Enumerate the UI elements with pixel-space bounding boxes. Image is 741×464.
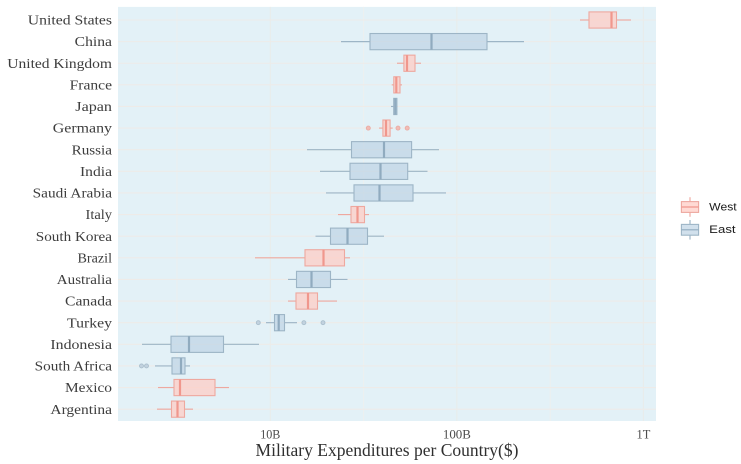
svg-text:Argentina: Argentina xyxy=(50,403,112,418)
svg-text:East: East xyxy=(709,224,735,236)
svg-text:India: India xyxy=(80,165,113,180)
svg-text:Australia: Australia xyxy=(57,273,113,288)
svg-text:Russia: Russia xyxy=(72,143,113,158)
svg-text:10B: 10B xyxy=(260,428,280,442)
svg-text:South Korea: South Korea xyxy=(36,230,113,245)
svg-text:Germany: Germany xyxy=(53,122,112,137)
svg-text:Japan: Japan xyxy=(75,100,112,115)
svg-text:Saudi Arabia: Saudi Arabia xyxy=(33,187,113,202)
svg-text:France: France xyxy=(70,78,112,93)
svg-text:West: West xyxy=(709,202,737,214)
svg-text:Turkey: Turkey xyxy=(67,316,112,331)
svg-text:1T: 1T xyxy=(637,428,651,442)
svg-text:100B: 100B xyxy=(443,428,471,442)
svg-text:Canada: Canada xyxy=(65,295,113,310)
svg-text:Brazil: Brazil xyxy=(78,251,113,266)
svg-text:Italy: Italy xyxy=(86,208,113,223)
svg-text:South Africa: South Africa xyxy=(35,360,113,375)
svg-text:United Kingdom: United Kingdom xyxy=(7,57,112,72)
svg-text:China: China xyxy=(75,35,113,50)
svg-text:Military Expenditures per Coun: Military Expenditures per Country($) xyxy=(256,440,519,460)
svg-text:Mexico: Mexico xyxy=(65,381,112,396)
svg-text:United States: United States xyxy=(28,14,112,29)
svg-text:Indonesia: Indonesia xyxy=(50,338,112,353)
